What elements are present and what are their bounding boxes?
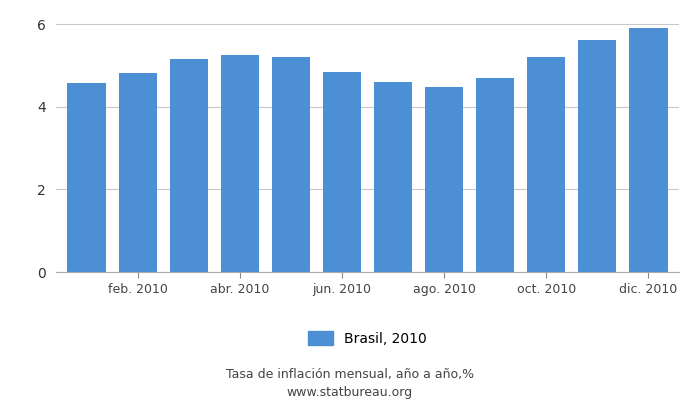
Bar	[578, 40, 617, 272]
Bar	[425, 87, 463, 272]
Legend: Brasil, 2010: Brasil, 2010	[308, 331, 427, 346]
Bar	[220, 55, 259, 272]
Bar	[169, 59, 208, 272]
Bar	[118, 73, 157, 272]
Text: www.statbureau.org: www.statbureau.org	[287, 386, 413, 399]
Bar	[374, 82, 412, 272]
Bar	[323, 72, 361, 272]
Bar	[527, 57, 566, 272]
Text: Tasa de inflación mensual, año a año,%: Tasa de inflación mensual, año a año,%	[226, 368, 474, 381]
Bar	[629, 28, 668, 272]
Bar	[272, 56, 310, 272]
Bar	[476, 78, 514, 272]
Bar	[67, 82, 106, 272]
